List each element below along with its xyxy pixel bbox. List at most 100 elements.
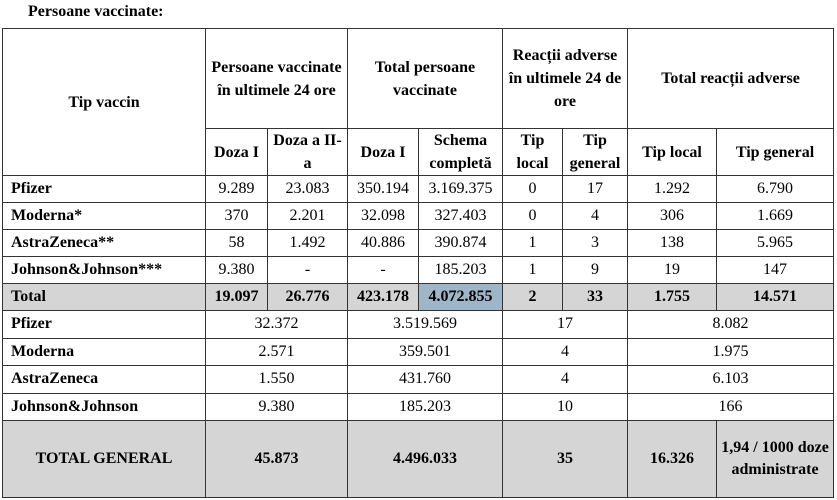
table-cell: 32.098 [347,202,419,230]
column-header: Doza I [347,128,419,176]
column-header: Tip local [502,128,563,176]
column-header: Doza a II-a [267,128,348,176]
column-header: Schema completă [418,128,503,176]
table-cell: 138 [627,229,718,257]
table-cell: Moderna [2,337,206,366]
table-row: TOTAL GENERAL 45.873 4.496.033 35 16.326 1,94… [2,420,835,498]
grand-total-cell: TOTAL GENERAL [2,420,206,498]
total-cell: 33 [561,283,629,311]
table-row: Moderna 2.571 359.501 4 1.975 [2,337,835,366]
table-cell: Pfizer [2,175,206,203]
table-cell: 0 [502,202,563,230]
table-cell: 4 [501,365,629,394]
total-cell: 423.178 [347,283,419,311]
table-cell: AstraZeneca [2,365,206,394]
table-row: Doza I Doza a II-a Doza I Schema completă Ti… [3,128,835,176]
table-cell: 2.201 [267,202,348,230]
table-cell: 1 [502,256,563,284]
table-cell: Johnson&Johnson*** [2,256,206,284]
total-cell: 4.072.855 [418,283,503,311]
column-header: Tip general [561,128,629,176]
table-cell: 359.501 [347,337,503,366]
table-row: Tip vaccin Persoane vaccinate în ultimele… [2,28,835,176]
total-cell: Total [2,283,206,311]
table-row: AstraZeneca** 58 1.492 40.886 390.874 1 3 138 5.… [2,229,835,257]
title: Persoane vaccinate: [28,3,164,20]
table-cell: 17 [501,310,629,339]
table-cell: 9.380 [205,256,268,284]
table-cell: 185.203 [347,392,503,421]
total-cell: 1.755 [627,283,718,311]
table-cell: 9.380 [205,392,348,421]
table-row: Johnson&Johnson 9.380 185.203 10 166 [2,392,835,421]
table-cell: 350.194 [347,175,419,203]
table-cell: AstraZeneca** [2,229,206,257]
table-cell: - [267,256,348,284]
table-cell: 5.965 [716,229,835,257]
grand-total-cell: 4.496.033 [347,420,503,498]
total-cell: 19.097 [205,283,268,311]
table-cell: 390.874 [418,229,503,257]
grand-total-cell: 16.326 [627,420,718,498]
grand-total-cell: 35 [501,420,629,498]
group-header: Persoane vaccinate în ultimele 24 ore [205,28,348,129]
table-cell: 4 [561,202,629,230]
table-cell: 17 [561,175,629,203]
group-header: Reacții adverse în ultimele 24 de ore [501,28,629,129]
table-cell: 431.760 [347,365,503,394]
table-cell: - [347,256,419,284]
group-header: Total reacții adverse [627,28,835,129]
table-cell: 8.082 [627,310,835,339]
table-cell: 147 [716,256,835,284]
table-cell: Pfizer [2,310,206,339]
total-cell: 2 [502,283,563,311]
grand-total-cell: 45.873 [205,420,348,498]
table-cell: 3 [561,229,629,257]
table-row: AstraZeneca 1.550 431.760 4 6.103 [2,365,835,394]
table-cell: 32.372 [205,310,348,339]
total-cell: 14.571 [716,283,835,311]
table-cell: 1.292 [627,175,718,203]
table-cell: 1.550 [205,365,348,394]
column-header: Tip local [627,128,718,176]
table-cell: 1.492 [267,229,348,257]
table-row: Pfizer 9.289 23.083 350.194 3.169.375 0 17 1.29… [2,175,835,203]
table-row: Pfizer 32.372 3.519.569 17 8.082 [2,310,835,339]
table-cell: 327.403 [418,202,503,230]
table-row: Moderna* 370 2.201 32.098 327.403 0 4 306 1.669 [2,202,835,230]
table-cell: 370 [205,202,268,230]
group-header: Total persoane vaccinate [347,28,503,129]
table-cell: 166 [627,392,835,421]
column-header: Tip general [716,128,835,176]
table-cell: 23.083 [267,175,348,203]
table-cell: 0 [502,175,563,203]
table-cell: 3.169.375 [418,175,503,203]
table-cell: Johnson&Johnson [2,392,206,421]
table-row: Johnson&Johnson*** 9.380- -185.203 1 9 19 147 [2,256,835,284]
table-body: Tip vaccin Persoane vaccinate în ultimele… [2,28,835,498]
vaccination-table: Tip vaccin Persoane vaccinate în ultimele… [2,28,835,498]
table-cell: 1.975 [627,337,835,366]
table-cell: 6.103 [627,365,835,394]
table-cell: 40.886 [347,229,419,257]
table-cell: 10 [501,392,629,421]
table-cell: 9.289 [205,175,268,203]
column-header: Tip vaccin [2,28,206,176]
table-cell: 2.571 [205,337,348,366]
table-cell: 1.669 [716,202,835,230]
table-cell: 19 [627,256,718,284]
table-cell: 3.519.569 [347,310,503,339]
table-cell: Moderna* [2,202,206,230]
grand-total-cell: 1,94 / 1000 doze administrate [716,420,835,498]
total-cell: 26.776 [267,283,348,311]
table-cell: 306 [627,202,718,230]
table-cell: 58 [205,229,268,257]
table-cell: 4 [501,337,629,366]
table-cell: 6.790 [716,175,835,203]
column-header: Doza I [205,128,268,176]
table-cell: 1 [502,229,563,257]
table-row: Total 19.097 26.776 423.178 4.072.855 2 33 1.75… [2,283,835,311]
table-cell: 9 [561,256,629,284]
table-cell: 185.203 [418,256,503,284]
